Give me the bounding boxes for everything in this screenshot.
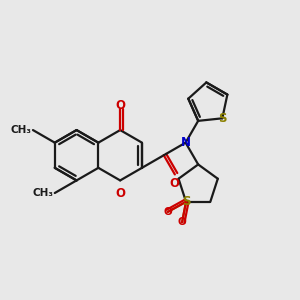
Text: S: S: [182, 195, 190, 208]
Text: N: N: [181, 136, 190, 149]
Text: S: S: [218, 112, 226, 125]
Text: CH₃: CH₃: [10, 125, 31, 135]
Text: O: O: [164, 207, 172, 217]
Text: O: O: [170, 177, 180, 190]
Text: CH₃: CH₃: [32, 188, 53, 198]
Text: O: O: [115, 99, 125, 112]
Text: O: O: [115, 187, 125, 200]
Text: O: O: [178, 217, 186, 227]
